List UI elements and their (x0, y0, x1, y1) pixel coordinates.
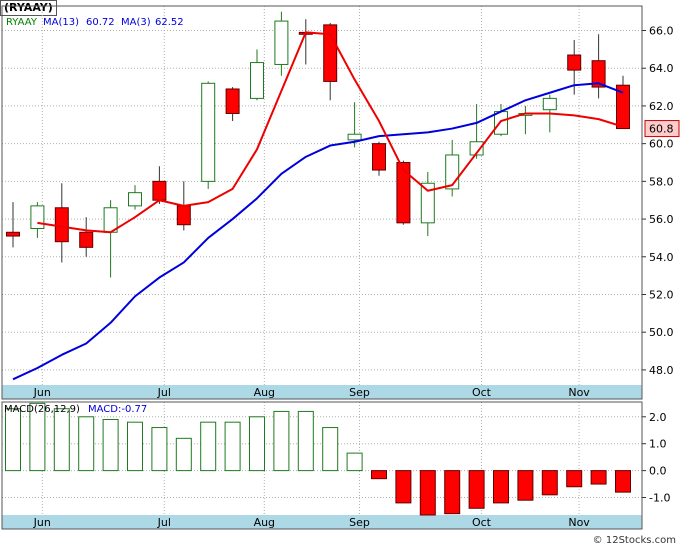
chart-title: (RYAAY) (0, 0, 57, 16)
candle-up (274, 20, 289, 65)
macd-bar-positive (5, 408, 21, 472)
macd-bar-negative (468, 470, 485, 509)
candle-up (542, 97, 557, 111)
last-price-tag (644, 120, 680, 138)
watermark: © 12Stocks.com (593, 535, 676, 546)
macd-bar-positive (78, 416, 95, 472)
macd-bar-negative (444, 470, 461, 515)
candle-down (567, 54, 582, 71)
price-tick-label: 52.0 (649, 288, 674, 301)
candle-down (591, 60, 606, 88)
candle-down (54, 207, 69, 243)
price-month-label: Aug (254, 386, 275, 399)
macd-bar-positive (249, 416, 265, 472)
candle-down (396, 162, 411, 224)
macd-bar-negative (371, 470, 387, 480)
candle-up (128, 192, 142, 207)
macd-bar-negative (590, 470, 607, 485)
candle-up (250, 62, 264, 99)
macd-month-label: Sep (349, 516, 370, 529)
price-tick-label: 60.0 (649, 138, 674, 151)
price-month-label: Jul (157, 386, 171, 399)
candle-up (494, 111, 508, 135)
price-axis-area (642, 6, 679, 385)
candle-up (469, 141, 484, 156)
ma13-line (12, 82, 624, 381)
price-date-axis (2, 385, 642, 399)
macd-bar-positive (102, 418, 119, 472)
price-tick-label: 56.0 (649, 213, 674, 226)
macd-frame (1, 401, 643, 530)
macd-value-label: MACD:-0.77 (88, 404, 147, 415)
price-month-label: Nov (568, 386, 590, 399)
price-tick-label: 62.0 (649, 100, 674, 113)
legend-ma13-label: MA(13) (43, 17, 79, 28)
macd-bar-negative (395, 470, 412, 504)
macd-tick-label: 2.0 (649, 411, 667, 424)
macd-bar-negative (615, 470, 631, 493)
macd-panel: -1.0 0.0 1.0 2.0 Jun Jul Aug Sep Oct Nov (1, 401, 670, 530)
price-tick-label: 48.0 (649, 364, 674, 377)
price-month-label: Oct (472, 386, 492, 399)
macd-label: MACD(26,12,9) (4, 404, 80, 415)
macd-bar-negative (419, 470, 436, 516)
price-frame (1, 5, 643, 400)
macd-bar-positive (322, 427, 339, 472)
macd-month-label: Jul (157, 516, 171, 529)
price-month-label: Sep (349, 386, 370, 399)
macd-bar-negative (517, 470, 534, 501)
macd-bar-positive (297, 410, 314, 472)
price-tick-label: 54.0 (649, 251, 674, 264)
price-tick-label: 64.0 (649, 62, 674, 75)
price-tick-label: 58.0 (649, 175, 674, 188)
macd-bar-negative (493, 470, 509, 504)
macd-month-label: Jun (33, 516, 51, 529)
macd-bar-negative (566, 470, 583, 488)
ma3-line (37, 31, 624, 234)
macd-bar-positive (53, 408, 70, 472)
candle-down (372, 143, 386, 171)
macd-tick-label: 1.0 (649, 438, 667, 451)
macd-bar-positive (29, 402, 46, 472)
candle-down (616, 84, 630, 130)
macd-month-label: Aug (254, 516, 275, 529)
macd-bar-positive (346, 452, 363, 472)
macd-bar-positive (224, 421, 241, 472)
macd-tick-label: 0.0 (649, 465, 667, 478)
legend-ma3-label: MA(3) (121, 17, 151, 28)
price-panel: 48.0 50.0 52.0 54.0 56.0 58.0 60.0 62.0 64.0 66.0… (1, 5, 680, 400)
candle-up (30, 205, 45, 229)
macd-date-axis (2, 515, 642, 529)
macd-bar-negative (541, 470, 558, 496)
macd-month-label: Nov (568, 516, 590, 529)
candle-down (152, 180, 167, 201)
candle-down (176, 205, 191, 226)
last-price-label: 60.8 (649, 123, 674, 136)
price-month-label: Jun (33, 386, 51, 399)
candle-up (420, 182, 435, 224)
candle-down (225, 88, 240, 114)
price-tick-label: 66.0 (649, 25, 674, 38)
macd-bar-positive (200, 421, 217, 472)
candle-down (79, 231, 94, 248)
candle-down (6, 231, 20, 237)
legend-ticker: RYAAY (6, 17, 38, 28)
price-tick-label: 50.0 (649, 326, 674, 339)
macd-bar-positive (175, 437, 192, 472)
macd-month-label: Oct (472, 516, 492, 529)
legend-ma3-value: 62.52 (155, 17, 184, 28)
legend-ma13-value: 60.72 (86, 17, 115, 28)
candle-up (201, 82, 216, 182)
macd-bar-positive (127, 421, 143, 472)
macd-bar-positive (273, 410, 290, 472)
candle-up (347, 133, 362, 141)
macd-tick-label: -1.0 (649, 492, 670, 505)
macd-bar-positive (151, 427, 168, 472)
